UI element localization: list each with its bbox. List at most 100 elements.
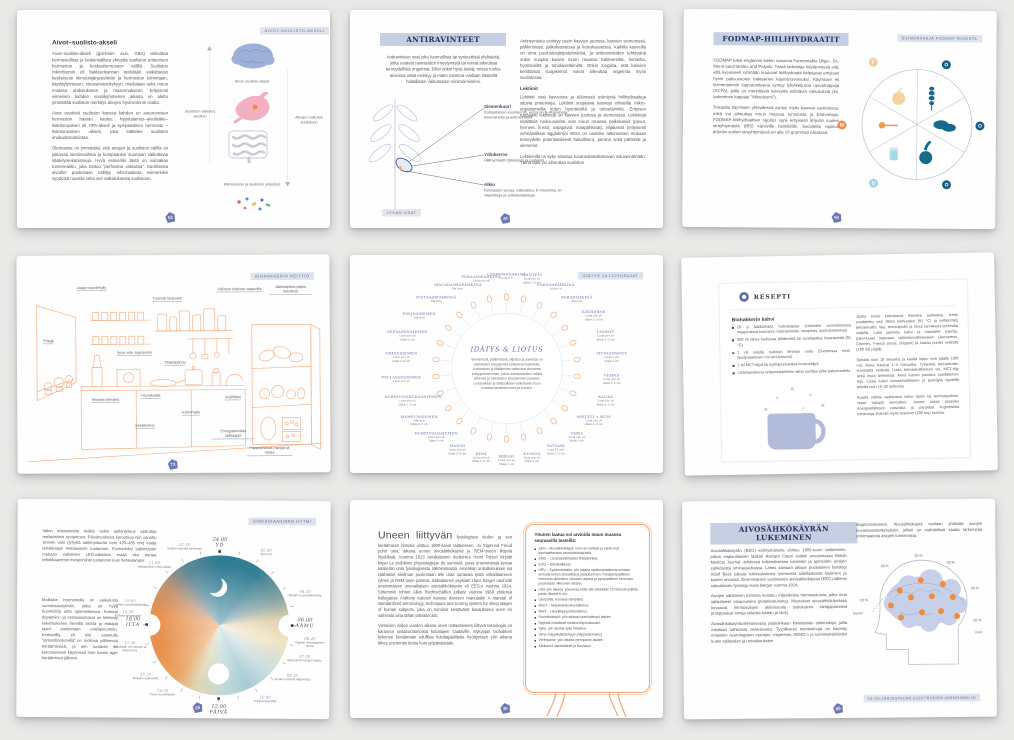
steam-dot	[802, 407, 805, 410]
arrow-up-icon	[207, 46, 212, 51]
kitchen-illustration	[27, 305, 323, 463]
steps-column: Jauha ensin kahvipavut hienoksi jauheeks…	[856, 312, 960, 422]
page-title: ANTIRAVINTEET	[380, 33, 506, 46]
percent-label: 10 %	[859, 597, 869, 603]
clock-label: 04.30 Matalin ruumiinlämpötila	[288, 589, 322, 598]
nasion-label: Nasion	[853, 611, 864, 616]
page-biohacker-kitchen[interactable]: BIOHAKKERIN KEITTIÖ	[16, 254, 331, 474]
radial-spokes	[432, 293, 581, 443]
body-column: Uneen liittyvän fysiologisen tiedon ja s…	[378, 528, 512, 651]
card-cables	[546, 692, 627, 718]
seed-item: SAKSANPÄHKINÄ Liota 4 h	[536, 282, 575, 291]
body-column: Aivot–suolisto-akseli Aivot–suolisto-aks…	[52, 38, 168, 186]
wheat-part: Ydinkerros Hiilihydraatit (tärkkelys) ja…	[484, 152, 574, 163]
milk-glass-icon	[889, 147, 898, 161]
eeg-diagram: 20 % 20 % 20 % 20 % 10 % 10 % Nasion Ini…	[852, 547, 988, 698]
seed-item: SPELTTI + RUIS Liota yön yli Idätä 2–3 vrk	[576, 414, 611, 427]
brain-to-gut-label: Aivojen vaikutus suolistoon	[295, 115, 323, 125]
wheat-part: Alkio Runsaasti rasvaa, valkuaista, E-vi…	[484, 182, 574, 198]
seed-item: CHIANSIEMEN Liota yön yli Idätä 4–6 vrk	[385, 350, 418, 363]
paragraph: Antiravinteita esiintyy usein kasvien ju…	[520, 38, 646, 81]
subheading: Lektiinit	[520, 85, 538, 92]
steam-dot	[809, 393, 812, 397]
kitchen-label: Tummat lasipurkit	[152, 295, 182, 302]
page-eeg-reading[interactable]: AIVOSÄHKÖKÄYRÄN LUKEMINEN Aivosähkökäyrä…	[682, 498, 997, 720]
letter-chip-o: O	[941, 60, 951, 70]
test-item: EOG – Silmänliikkeet.	[534, 563, 641, 567]
kitchen-label: Höyrykattila	[141, 393, 161, 399]
page-recipe[interactable]: RESEPTI Biohakkerin kahvi 16 g laadukkai…	[681, 252, 998, 476]
clock-label: 21.00 Melatoniinin eritys alkaa	[138, 560, 171, 569]
paragraph: Viimeisen viiden vuoden aikana unen mitt…	[378, 623, 512, 646]
microbes-icon	[237, 197, 271, 211]
seed-item: CASHEWPÄHKINÄ Liota 2 h	[487, 271, 526, 280]
steam-dot	[776, 396, 779, 400]
step: Sekoita noin 10 sekuntia ja kaada loppu …	[856, 355, 959, 390]
page-title: AIVOSÄHKÖKÄYRÄN LUKEMINEN	[710, 521, 858, 545]
part-desc: Hiilihydraatit (tärkkelys) ja proteiinit…	[484, 158, 546, 163]
seed-item: PINJANSIEMEN Älä liota	[402, 311, 436, 320]
kitchen-label: Tehokas blenderi	[91, 397, 120, 404]
test-item: Liike yön aikana: yöunessa tulisi olla v…	[534, 588, 641, 597]
seed-item: MANTELI Liota yön yli Idätä 1–2 vrk	[521, 272, 542, 285]
recipe-card: RESEPTI Biohakkerin kahvi 16 g laadukkai…	[718, 278, 971, 463]
seed-item: MAISSI Liota yön yli Idätä 2–3 vrk	[448, 443, 467, 456]
intro-paragraph: Uneen liittyvän fysiologisen tiedon ja s…	[378, 528, 512, 619]
seed-item: PELLAVANSIEMEN Liota yön yli	[381, 374, 422, 383]
head-profile-icon	[872, 559, 968, 665]
seed-item: MUNGOPAVUT Liota 1 vrk Idätä 2 vrk	[596, 350, 628, 363]
diagram-intro: Siemenissä, pähkinöissä, viljoissa ja pa…	[471, 358, 543, 391]
spoon-icon	[878, 122, 898, 129]
percent-label: 10 %	[973, 617, 982, 623]
diagram-caption: 10–20-JÄRJESTELMÄ ELEKTRODIEN ASEMOINNIL…	[863, 693, 981, 703]
cookies-icon	[933, 120, 956, 132]
fodmap-wheel	[861, 69, 973, 180]
divider	[730, 305, 957, 310]
wheat-part: Siemenkuori Kuitupitoinen kuorikerros, j…	[484, 104, 574, 120]
section-tag: AIVOT-SUOLISTO-AKSELI	[260, 27, 330, 35]
seed-item: KURPITSANSIEMEN Liota yön yli Idätä 1 vrk	[414, 430, 458, 443]
ingredient: 16 g laadukkaita kahvipapuja (korkealla …	[732, 323, 851, 336]
page-title: Aivot–suolisto-akseli	[52, 38, 118, 47]
card-content: Yöunen laatua voi arvioida muun muassa s…	[534, 532, 641, 650]
lead-phrase: Uneen liittyvän	[378, 529, 453, 542]
seed-item: KIKHERNE Liota yön yli Idätä 2–3 vrk	[581, 309, 606, 322]
page-gut-brain-axis[interactable]: AIVOT-SUOLISTO-AKSELI Aivot–suolisto-aks…	[17, 10, 330, 228]
kitchen-label: Yrttejä	[42, 338, 54, 345]
clock-label: 15.30 Nopein reaktioaika	[132, 672, 159, 681]
steam-dot	[790, 387, 794, 391]
page-title: FODMAP-HIILIHYDRAATIT	[713, 32, 849, 47]
card-title: Yöunen laatua voi arvioida muun muassa s…	[534, 532, 622, 543]
center-circle: IDÄTYS & LIOTUS Siemenissä, pähkinöissä,…	[451, 313, 563, 424]
axis-label: Aivot–suolisto-akseli	[234, 79, 270, 84]
page-sleep-science[interactable]: Uneen liittyvän fysiologisen tiedon ja s…	[350, 500, 663, 718]
step: Kaada valmis vaahtoava kahvi lasiin tai …	[857, 393, 960, 417]
page-antinutrients[interactable]: ANTIRAVINTEET Antiravinteet ovat joko lu…	[350, 10, 663, 228]
gourd-icon	[919, 140, 933, 165]
seed-item: LINSSIT Liota yön yli Idätä 2–3 vrk	[596, 329, 615, 342]
clock-label: 10.00 Korkea vireystila	[253, 695, 277, 704]
paragraph: Aivojen sähköinen toiminta koostuu milja…	[710, 592, 847, 616]
recipe-title: Biohakkerin kahvi	[731, 316, 775, 323]
stomach-icon	[233, 92, 270, 124]
test-item: MSLT – Nukahtamisviivetutkimus.	[534, 604, 641, 608]
intro-rest: fysiologisen tiedon ja sen keräämisen hi…	[378, 535, 512, 618]
microbiome-label: Mikrobiomin ja suoliston yhteistyö	[223, 182, 281, 187]
arrow-down-icon	[285, 182, 290, 187]
seed-item: HAMPUNSIEMEN Älä liota Idätä 2–3 vrk	[400, 414, 438, 427]
recipe-header-label: RESEPTI	[753, 292, 792, 301]
wheat-icon	[928, 86, 935, 111]
kitchen-label: Vesifiltteri	[225, 394, 242, 401]
page-sprouting-times[interactable]: IDÄTYS JA LIOTUSAJAT IDÄTYS & LIOTUS Sie…	[350, 255, 663, 473]
test-item: EEG – Aivosähkökäyrä; unen eri vaiheet j…	[534, 547, 641, 556]
test-item: Äänitasot: taustaäänet ja kuorsaus.	[534, 644, 641, 648]
kitchen-label: Titaanipannu	[164, 359, 186, 366]
ingredient: Lisämausteena veitsenkärjellinen aitoa v…	[733, 368, 852, 375]
part-name: Alkio	[484, 182, 496, 187]
axis-line-right	[287, 70, 288, 180]
clock-label: 08.30 Suolen toiminta käynnistyy	[274, 673, 311, 682]
page-fodmap[interactable]: FODMAP-HIILIHYDRAATIT ESIMERKKEJÄ FODMAP…	[682, 8, 997, 230]
paragraph: Aivosähkökäyrän (EEG) kehityshistoria ul…	[710, 547, 847, 589]
page-circadian-rhythm[interactable]: SIRKADIAANINEN RYTMI Valon intensiteetin…	[16, 498, 331, 720]
clock-label: 22.30 Suolen toiminta vaimenee	[166, 542, 203, 551]
